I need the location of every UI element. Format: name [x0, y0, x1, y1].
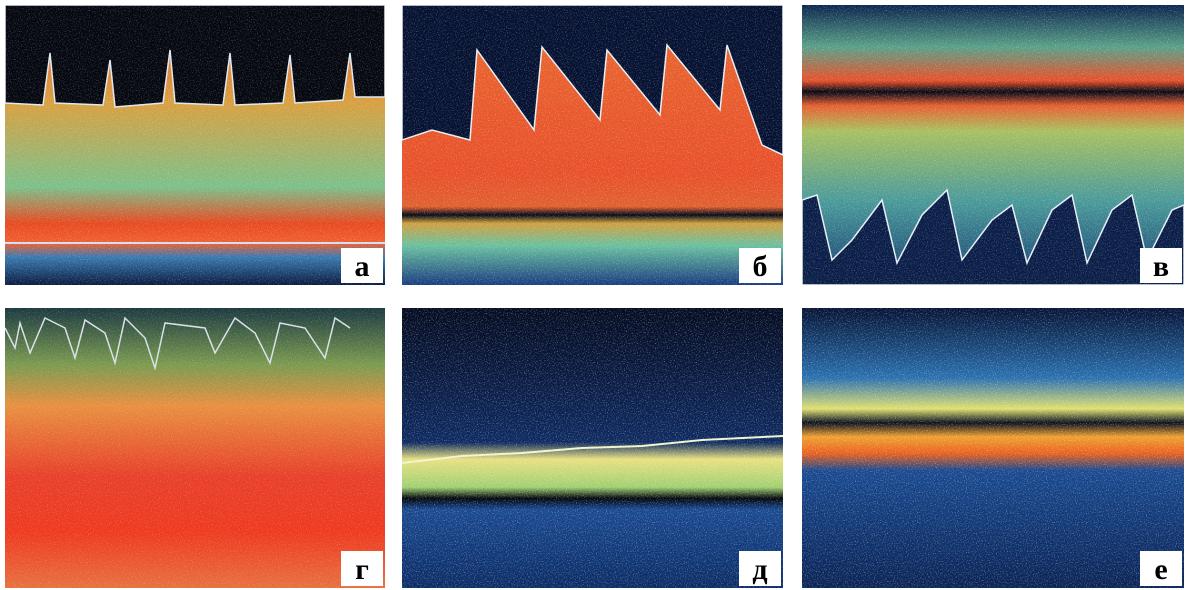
panel-label: е	[1154, 553, 1167, 586]
panel-label: в	[1153, 250, 1169, 283]
panel-label: б	[753, 250, 768, 283]
panel-d: г	[5, 308, 385, 588]
panel-f: е	[802, 308, 1184, 588]
panel-label: г	[355, 553, 369, 586]
panel-a: а	[5, 5, 385, 285]
panel-c: в	[802, 5, 1184, 285]
panel-b: б	[402, 5, 783, 285]
panel-label: а	[355, 250, 370, 283]
panel-e: д	[402, 308, 783, 588]
panel-label: д	[752, 553, 767, 586]
